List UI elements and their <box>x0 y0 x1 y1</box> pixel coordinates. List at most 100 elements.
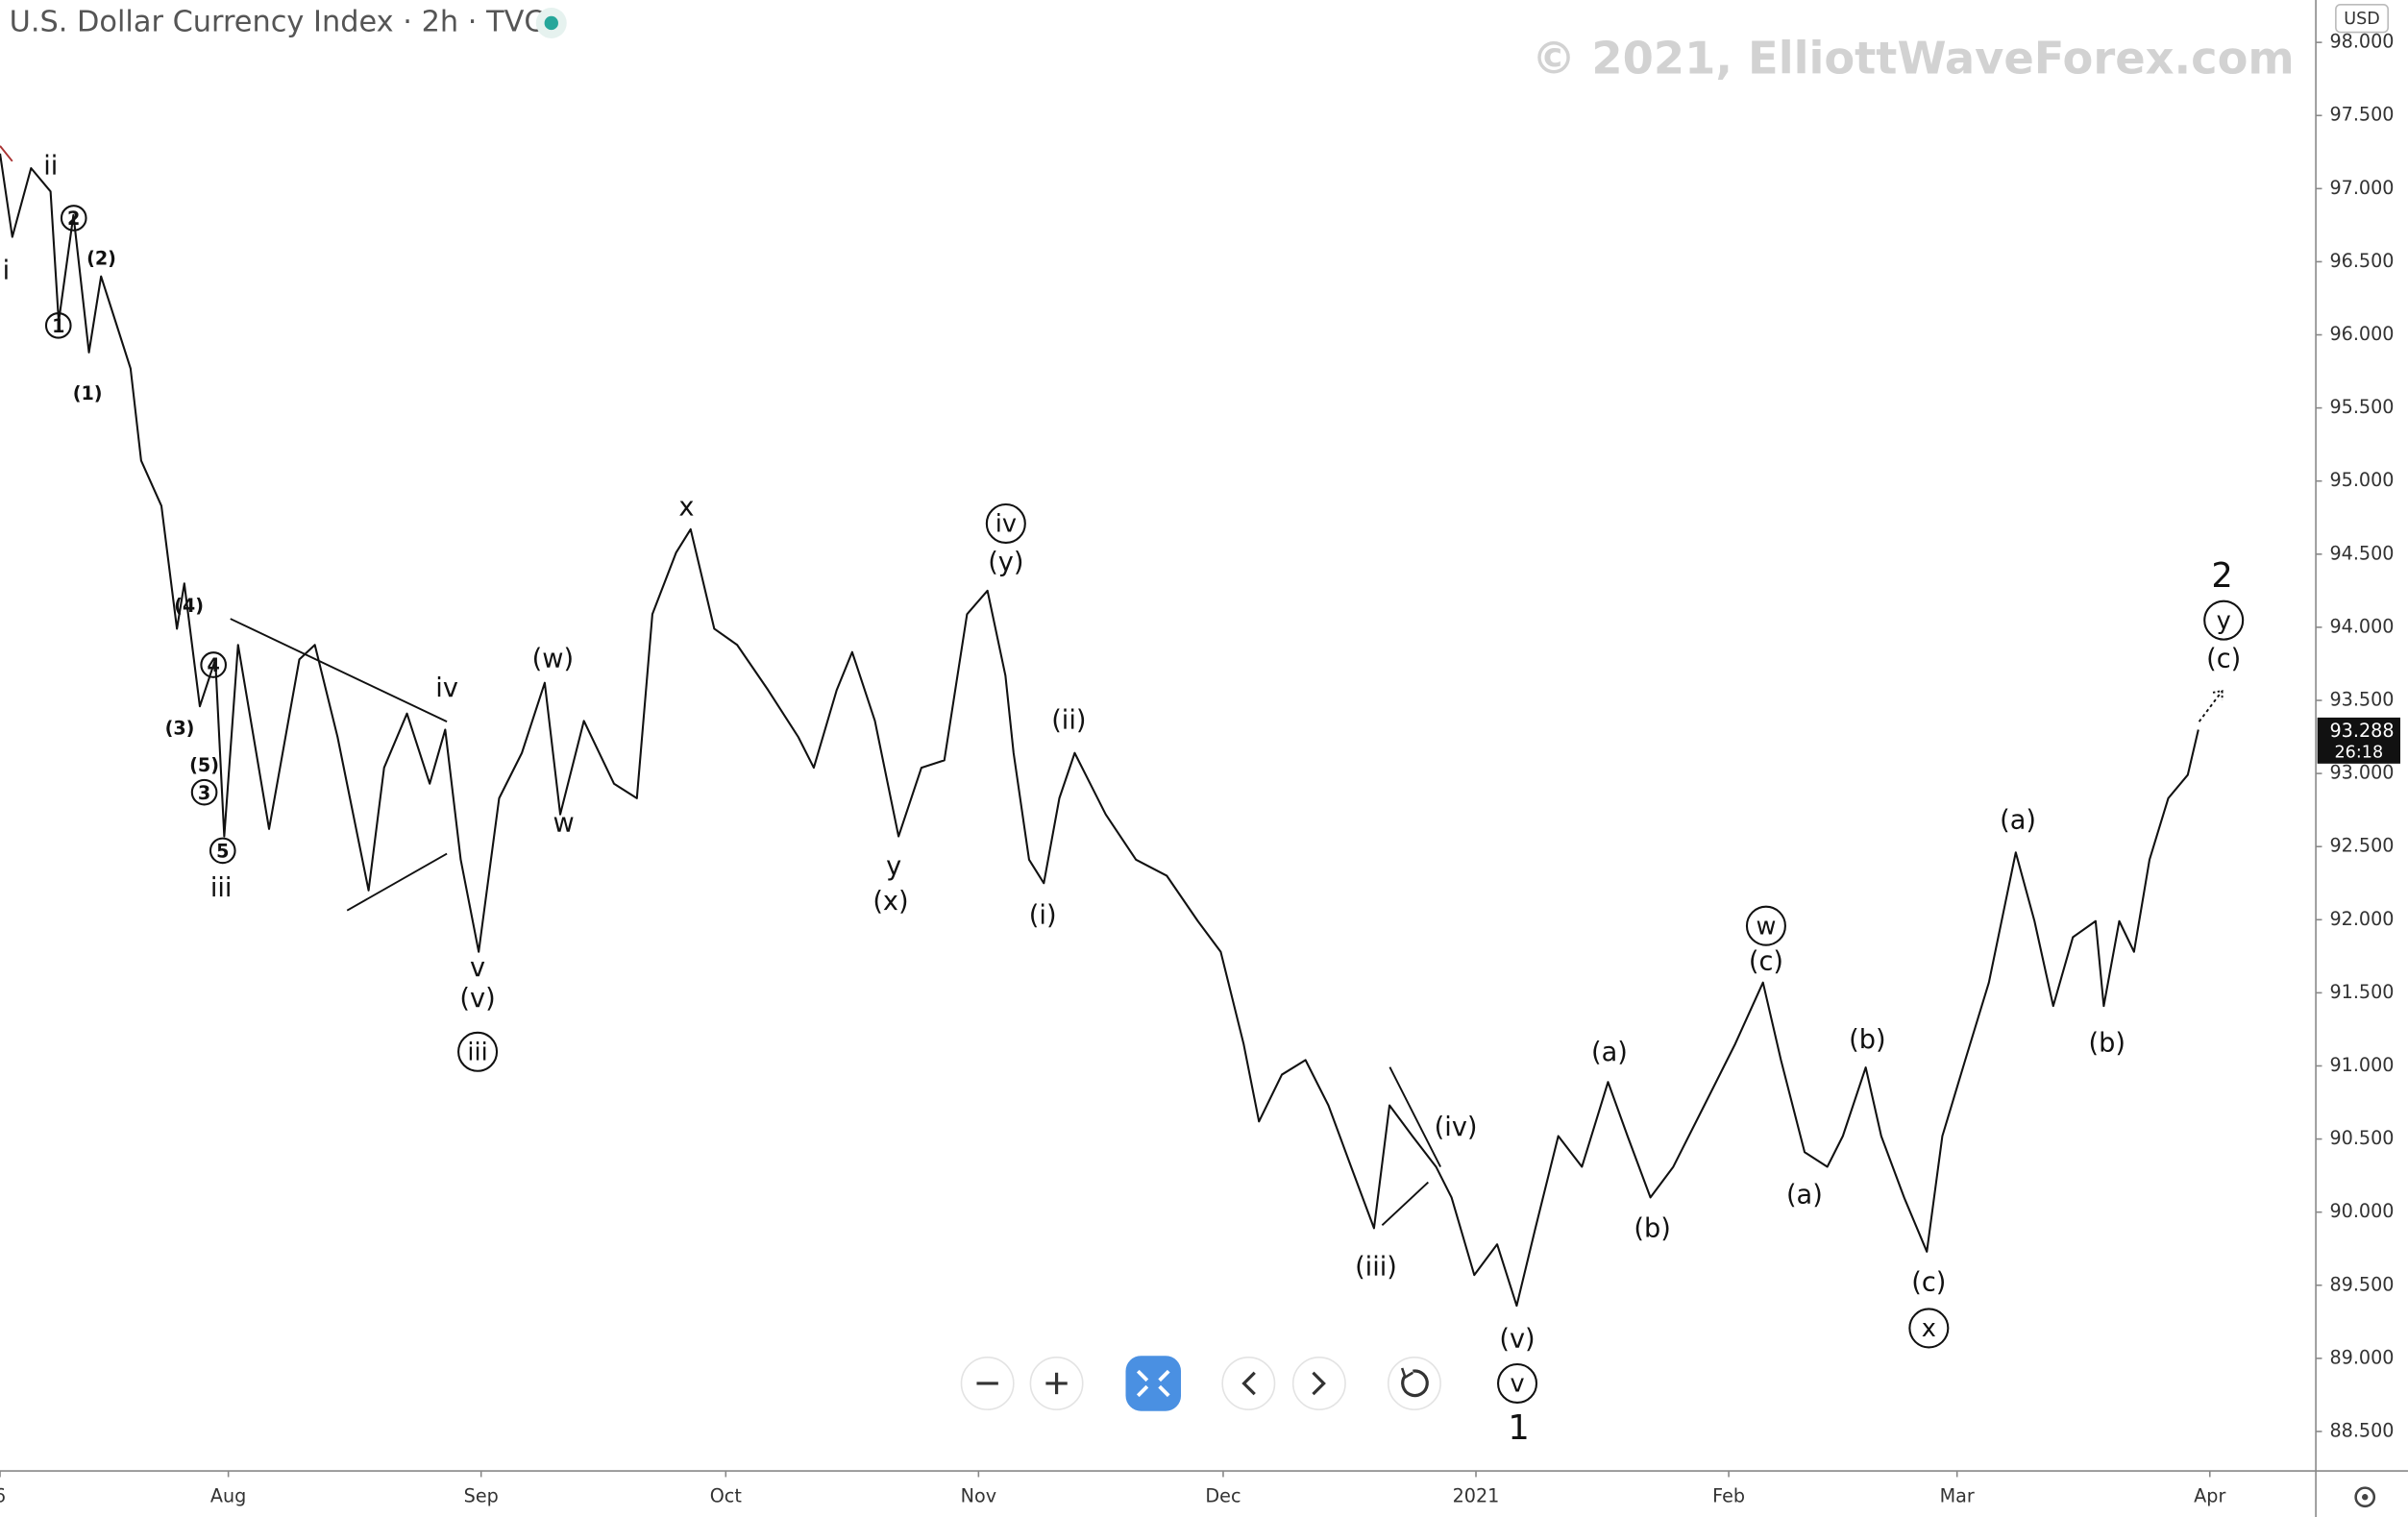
zoom-out-button[interactable] <box>960 1356 1015 1410</box>
trendlines <box>0 145 2224 1227</box>
watermark: © 2021, ElliottWaveForex.com <box>1532 32 2295 84</box>
zoom-in-button[interactable] <box>1029 1356 1084 1410</box>
wave-label: (v) <box>459 984 495 1014</box>
reset-button[interactable] <box>1387 1356 1441 1410</box>
y-tick-label: 93.500 <box>2329 689 2394 711</box>
wave-label: 3 <box>198 782 210 804</box>
wave-label: (3) <box>165 718 195 740</box>
price-line <box>0 153 2199 1308</box>
chart-title: U.S. Dollar Currency Index · 2h · TVC <box>10 5 545 38</box>
y-tick-label: 97.500 <box>2329 104 2394 126</box>
scroll-right-button[interactable] <box>1291 1356 1346 1410</box>
wave-label: (b) <box>1634 1214 1670 1244</box>
y-tick-label: 95.500 <box>2329 396 2394 418</box>
y-tick-label: 94.500 <box>2329 542 2394 564</box>
y-tick-label: 95.000 <box>2329 469 2394 491</box>
wave-label: 2 <box>67 208 80 230</box>
wave-label: w <box>553 809 574 839</box>
wave-label: (b) <box>1849 1025 1885 1055</box>
y-tick-label: 96.000 <box>2329 323 2394 345</box>
x-tick-label: 2021 <box>1453 1485 1500 1507</box>
wave-label: 2 <box>2211 556 2232 596</box>
wave-label: (iv) <box>1435 1113 1478 1142</box>
wave-label: (a) <box>2000 806 2036 836</box>
wave-label: iii <box>467 1038 487 1066</box>
x-tick-label: Sep <box>464 1485 499 1507</box>
y-tick-label: 96.500 <box>2329 250 2394 272</box>
y-tick-label: 89.500 <box>2329 1273 2394 1295</box>
wave-label: (y) <box>988 548 1023 577</box>
wave-label: x <box>678 492 694 522</box>
y-tick-label: 88.500 <box>2329 1419 2394 1441</box>
toolbar <box>960 1356 1441 1411</box>
y-tick-label: 92.000 <box>2329 908 2394 930</box>
x-tick-label: 6 <box>0 1485 6 1507</box>
y-tick-label: 91.500 <box>2329 981 2394 1003</box>
y-tick-label: 90.000 <box>2329 1200 2394 1222</box>
wave-label: 1 <box>1508 1408 1529 1448</box>
wave-circle <box>200 651 227 678</box>
wave-circle <box>1497 1362 1538 1404</box>
wave-circle <box>1745 905 1786 946</box>
wave-label: (1) <box>73 382 103 404</box>
wave-label: x <box>1922 1314 1936 1343</box>
wave-label: v <box>1510 1370 1524 1399</box>
wave-circle <box>209 837 236 865</box>
wave-label: 4 <box>208 654 220 676</box>
x-tick-label: Nov <box>961 1485 996 1507</box>
y-tick-label: 93.000 <box>2329 762 2394 784</box>
wave-label: (4) <box>174 595 204 617</box>
triangle-lower <box>1381 1181 1429 1227</box>
prior-line <box>0 145 13 162</box>
y-tick-label: 92.500 <box>2329 835 2394 857</box>
y-tick-label: 91.000 <box>2329 1054 2394 1076</box>
settings-icon[interactable] <box>2354 1486 2376 1508</box>
x-tick-label: Mar <box>1940 1485 1975 1507</box>
last-price-label: 93.288 <box>2330 720 2395 742</box>
x-tick-label: Aug <box>210 1485 246 1507</box>
wave-label: iii <box>210 873 233 903</box>
last-price-box <box>2317 717 2400 764</box>
triangle-upper <box>1388 1066 1441 1168</box>
wave-circle <box>2203 599 2245 641</box>
y-tick-label: 89.000 <box>2329 1346 2394 1368</box>
wave-circle <box>44 311 72 339</box>
wave-label: (w) <box>532 645 574 674</box>
wave-label: (a) <box>1786 1180 1823 1210</box>
wave-label: y <box>2217 606 2231 635</box>
currency-box[interactable] <box>2335 3 2389 34</box>
triangle-lower <box>346 852 448 912</box>
wave-label: w <box>1756 912 1776 941</box>
x-tick-label: Dec <box>1205 1485 1241 1507</box>
scroll-left-button[interactable] <box>1221 1356 1276 1410</box>
wave-label: y <box>886 851 901 881</box>
wave-label: (iii) <box>1355 1253 1397 1283</box>
countdown-label: 26:18 <box>2335 744 2384 763</box>
wave-label: (c) <box>1911 1268 1946 1298</box>
wave-label: (i) <box>1029 901 1057 931</box>
reset-scale-button[interactable] <box>1125 1356 1182 1411</box>
wave-label: (2) <box>86 248 116 270</box>
projection-arrow-head <box>2212 690 2224 700</box>
wave-label: (c) <box>2206 645 2241 674</box>
wave-label: iv <box>435 673 458 703</box>
wave-circle <box>190 778 218 806</box>
wave-label: (ii) <box>1051 706 1086 736</box>
wave-label: (a) <box>1591 1038 1628 1067</box>
wave-label: (c) <box>1749 947 1783 977</box>
y-tick-label: 97.000 <box>2329 177 2394 199</box>
status-dot <box>544 15 558 31</box>
wave-label: (v) <box>1499 1325 1535 1355</box>
x-tick-label: Oct <box>710 1485 743 1507</box>
x-tick-label: Feb <box>1712 1485 1745 1507</box>
wave-label: iv <box>995 510 1017 539</box>
wave-label: ii <box>43 152 58 182</box>
y-tick-label: 98.000 <box>2329 31 2394 53</box>
wave-label: i <box>3 256 11 285</box>
wave-circle <box>457 1031 499 1072</box>
wave-label: 1 <box>52 315 64 337</box>
wave-circle <box>60 205 87 232</box>
wave-label: 5 <box>216 840 229 862</box>
triangle-upper <box>230 618 448 723</box>
